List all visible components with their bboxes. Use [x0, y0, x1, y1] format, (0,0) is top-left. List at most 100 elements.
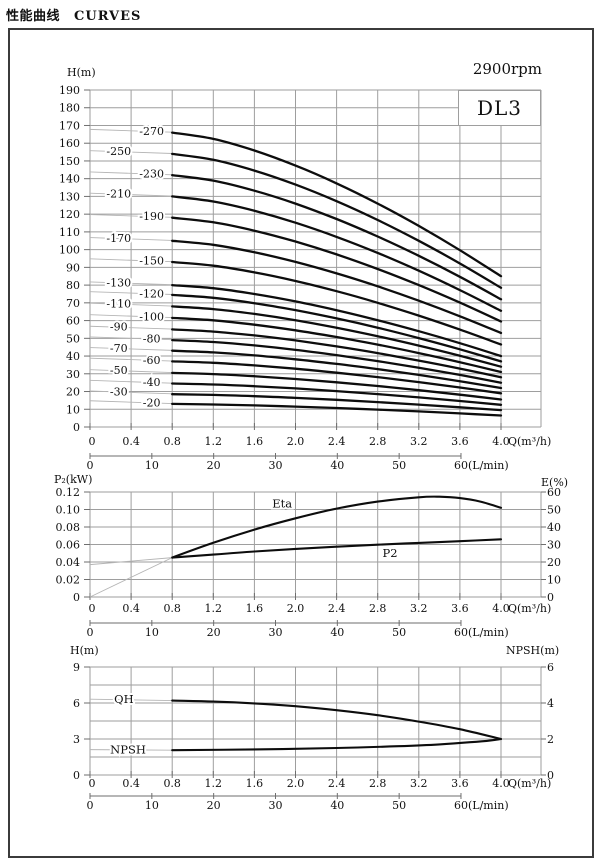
curve-label--150: -150 — [139, 254, 164, 267]
x-tick-label: 1.2 — [205, 435, 223, 448]
y-tick-label: 3 — [73, 733, 80, 746]
x-axis-unit-label: Q(m³/h) — [508, 777, 551, 790]
right-tick-label: 4 — [547, 697, 554, 710]
right-tick-label: 0 — [547, 769, 554, 782]
x-tick-label: 1.6 — [246, 777, 264, 790]
y-tick-label: 140 — [59, 173, 80, 186]
curve-label--210: -210 — [106, 188, 131, 201]
y-tick-label: 160 — [59, 137, 80, 150]
x-tick-label: 3.2 — [410, 602, 428, 615]
leader-line — [89, 237, 173, 241]
curve-label--270: -270 — [139, 125, 164, 138]
lmin-tick-label: 40 — [330, 626, 344, 639]
leader-line — [89, 325, 173, 330]
y-tick-label: 0.08 — [56, 521, 81, 534]
curve-label--250: -250 — [106, 145, 131, 158]
chart3-yaxis-name: H(m) — [70, 644, 99, 657]
curve--30 — [171, 393, 503, 412]
leader-line — [89, 150, 173, 154]
x-tick-label: 0.8 — [163, 435, 181, 448]
x-tick-label: 0.4 — [122, 777, 140, 790]
leader-line-Eta — [89, 557, 173, 598]
y-tick-label: 100 — [59, 244, 80, 257]
x-tick-label: 2.4 — [328, 777, 346, 790]
lmin-tick-label: 10 — [145, 799, 159, 812]
x-tick-label: 0.4 — [122, 435, 140, 448]
lmin-tick-label: 30 — [268, 799, 282, 812]
y-tick-label: 0 — [73, 769, 80, 782]
y-tick-label: 90 — [66, 261, 80, 274]
y-tick-label: 30 — [66, 368, 80, 381]
x-tick-label: 0 — [89, 777, 96, 790]
curve--210 — [171, 195, 503, 312]
leader-line — [89, 400, 173, 405]
leader-line-QH — [89, 698, 173, 702]
curve--170 — [171, 239, 503, 335]
curve-label--70: -70 — [110, 342, 128, 355]
curve-label--230: -230 — [139, 168, 164, 181]
y-tick-label: 0.02 — [56, 574, 81, 587]
curve--70 — [171, 349, 503, 390]
curve-P2 — [171, 538, 503, 559]
curve--190 — [171, 216, 503, 323]
curve-QH — [171, 699, 503, 741]
series-label-P2: P2 — [382, 546, 397, 560]
lmin-axis-unit-label: (L/min) — [468, 626, 509, 639]
lmin-tick-label: 50 — [392, 626, 406, 639]
lmin-tick-label: 50 — [392, 459, 406, 472]
x-tick-label: 4.0 — [492, 602, 510, 615]
x-tick-label: 2.4 — [328, 602, 346, 615]
leader-line — [89, 302, 173, 307]
lmin-tick-label: 50 — [392, 799, 406, 812]
x-tick-label: 1.6 — [246, 435, 264, 448]
leader-line — [89, 314, 173, 319]
x-tick-label: 0.4 — [122, 602, 140, 615]
curve-label--30: -30 — [110, 385, 128, 398]
x-axis-unit-label: Q(m³/h) — [508, 435, 551, 448]
chart2-right-axis-name: E(%) — [541, 476, 569, 489]
y-tick-label: 50 — [66, 332, 80, 345]
curve-Eta — [171, 495, 503, 559]
curve--100 — [171, 316, 503, 374]
series-label-Eta: Eta — [272, 496, 292, 510]
y-tick-label: 170 — [59, 119, 80, 132]
curve-label--60: -60 — [143, 354, 161, 367]
right-tick-label: 30 — [547, 539, 561, 552]
series-label-NPSH: NPSH — [110, 742, 146, 756]
y-tick-label: 10 — [66, 403, 80, 416]
y-tick-label: 0.10 — [56, 504, 81, 517]
y-tick-label: 0.06 — [56, 539, 81, 552]
x-tick-label: 1.2 — [205, 777, 223, 790]
curve-label--120: -120 — [139, 287, 164, 300]
leader-line — [89, 214, 173, 218]
curve--130 — [171, 283, 503, 358]
curve--270 — [171, 131, 503, 278]
leader-line — [89, 390, 173, 395]
leader-line — [89, 281, 173, 286]
y-tick-label: 120 — [59, 208, 80, 221]
x-tick-label: 1.2 — [205, 602, 223, 615]
lmin-tick-label: 30 — [268, 626, 282, 639]
y-tick-label: 0 — [73, 591, 80, 604]
curve-label--40: -40 — [143, 376, 161, 389]
x-tick-label: 0.8 — [163, 602, 181, 615]
y-tick-label: 0.04 — [56, 556, 81, 569]
leader-line — [89, 171, 173, 176]
x-tick-label: 2.0 — [287, 602, 305, 615]
curve--150 — [171, 260, 503, 346]
x-tick-label: 4.0 — [492, 777, 510, 790]
y-tick-label: 190 — [59, 84, 80, 97]
right-tick-label: 40 — [547, 521, 561, 534]
curve-label--80: -80 — [143, 333, 161, 346]
leader-line — [89, 258, 173, 263]
curve--50 — [171, 371, 503, 401]
y-tick-label: 130 — [59, 190, 80, 203]
x-tick-label: 3.6 — [451, 435, 469, 448]
chart1-yaxis-name: H(m) — [67, 66, 96, 79]
curve-label--20: -20 — [143, 396, 161, 409]
lmin-tick-label: 0 — [87, 626, 94, 639]
lmin-tick-label: 10 — [145, 459, 159, 472]
x-tick-label: 4.0 — [492, 435, 510, 448]
